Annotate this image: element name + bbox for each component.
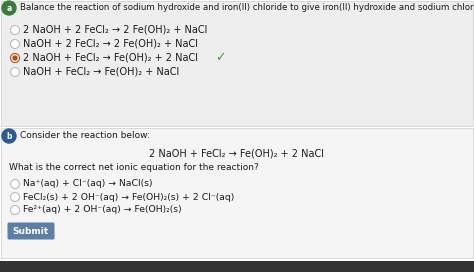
- Circle shape: [13, 56, 17, 60]
- Text: FeCl₂(s) + 2 OH⁻(aq) → Fe(OH)₂(s) + 2 Cl⁻(aq): FeCl₂(s) + 2 OH⁻(aq) → Fe(OH)₂(s) + 2 Cl…: [23, 193, 234, 202]
- Circle shape: [10, 54, 19, 63]
- FancyBboxPatch shape: [1, 128, 473, 258]
- FancyBboxPatch shape: [8, 222, 55, 240]
- Text: b: b: [6, 132, 12, 141]
- Circle shape: [10, 193, 19, 202]
- Circle shape: [10, 26, 19, 35]
- Text: NaOH + FeCl₂ → Fe(OH)₂ + NaCl: NaOH + FeCl₂ → Fe(OH)₂ + NaCl: [23, 67, 179, 77]
- Circle shape: [10, 180, 19, 188]
- Circle shape: [2, 1, 16, 15]
- Text: 2 NaOH + FeCl₂ → Fe(OH)₂ + 2 NaCl: 2 NaOH + FeCl₂ → Fe(OH)₂ + 2 NaCl: [23, 53, 198, 63]
- Text: Fe²⁺(aq) + 2 OH⁻(aq) → Fe(OH)₂(s): Fe²⁺(aq) + 2 OH⁻(aq) → Fe(OH)₂(s): [23, 206, 182, 215]
- Text: a: a: [6, 4, 12, 13]
- Text: Na⁺(aq) + Cl⁻(aq) → NaCl(s): Na⁺(aq) + Cl⁻(aq) → NaCl(s): [23, 180, 153, 188]
- Text: Balance the reaction of sodium hydroxide and iron(II) chloride to give iron(II) : Balance the reaction of sodium hydroxide…: [20, 4, 474, 13]
- Text: ✓: ✓: [215, 51, 226, 64]
- Text: 2 NaOH + 2 FeCl₂ → 2 Fe(OH)₂ + NaCl: 2 NaOH + 2 FeCl₂ → 2 Fe(OH)₂ + NaCl: [23, 25, 207, 35]
- Circle shape: [10, 206, 19, 215]
- FancyBboxPatch shape: [0, 261, 474, 272]
- Text: NaOH + 2 FeCl₂ → 2 Fe(OH)₂ + NaCl: NaOH + 2 FeCl₂ → 2 Fe(OH)₂ + NaCl: [23, 39, 198, 49]
- Circle shape: [10, 39, 19, 48]
- Circle shape: [10, 67, 19, 76]
- Text: What is the correct net ionic equation for the reaction?: What is the correct net ionic equation f…: [9, 162, 259, 172]
- FancyBboxPatch shape: [1, 1, 473, 126]
- Circle shape: [2, 129, 16, 143]
- Text: Consider the reaction below:: Consider the reaction below:: [20, 131, 150, 141]
- Text: 2 NaOH + FeCl₂ → Fe(OH)₂ + 2 NaCl: 2 NaOH + FeCl₂ → Fe(OH)₂ + 2 NaCl: [149, 148, 325, 158]
- Text: Submit: Submit: [13, 227, 49, 236]
